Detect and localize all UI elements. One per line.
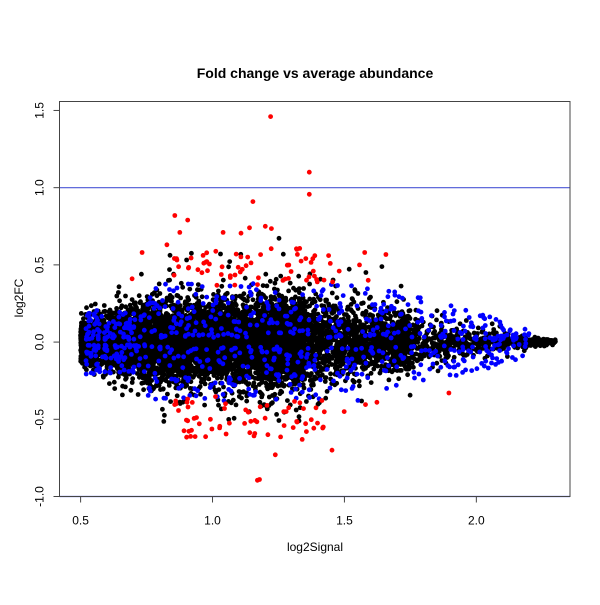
black-point-4442: [151, 290, 157, 296]
black-point-2327: [116, 284, 122, 290]
black-point-3009: [160, 406, 165, 412]
black-point-915: [161, 419, 167, 424]
black-point-3815: [258, 391, 264, 396]
black-point-3660: [118, 305, 124, 311]
black-point-4848: [432, 329, 438, 334]
black-point-4568: [191, 374, 197, 379]
black-point-3283: [251, 380, 257, 386]
black-point-1789: [263, 271, 269, 277]
black-point-3814: [346, 266, 352, 272]
black-point-4330: [346, 318, 352, 324]
black-point-4639: [196, 373, 202, 379]
black-point-2566: [375, 363, 380, 369]
black-point-4549: [352, 288, 358, 294]
black-point-3255: [275, 383, 281, 389]
black-point-4619: [464, 352, 470, 357]
black-point-1747: [136, 293, 142, 299]
black-point-3569: [81, 316, 86, 322]
black-point-446: [92, 301, 98, 307]
black-point-4552: [189, 250, 194, 256]
black-point-4737: [106, 309, 112, 314]
black-point-708: [276, 235, 282, 241]
black-point-4020: [280, 251, 286, 257]
black-point-4642: [446, 333, 451, 338]
y-axis-label: log2FC: [12, 278, 26, 317]
black-point-4057: [78, 311, 84, 316]
black-point-129: [107, 381, 112, 386]
black-point-3298: [385, 351, 391, 357]
black-point-335: [260, 283, 266, 288]
black-point-4709: [112, 386, 118, 391]
black-point-4722: [528, 343, 534, 348]
black-point-4324: [253, 384, 258, 390]
black-point-4578: [430, 342, 436, 347]
black-point-1680: [267, 278, 273, 284]
black-point-4833: [489, 321, 495, 327]
black-point-4134: [187, 286, 193, 292]
black-point-360: [220, 277, 226, 283]
black-point-2789: [219, 283, 225, 289]
black-point-2380: [230, 397, 236, 403]
black-point-3725: [434, 308, 440, 314]
black-point-4394: [116, 290, 121, 295]
points-layer: [78, 114, 558, 483]
black-point-2106: [394, 299, 400, 305]
black-point-2609: [216, 288, 221, 294]
black-point-3788: [322, 379, 328, 384]
black-point-918: [244, 398, 250, 404]
black-point-4439: [366, 324, 372, 330]
black-point-4828: [156, 281, 162, 287]
x-axis-label: log2Signal: [287, 540, 343, 554]
black-point-4214: [195, 282, 201, 287]
black-point-4941: [202, 381, 208, 387]
black-point-2478: [363, 270, 369, 275]
black-point-2718: [162, 412, 167, 418]
black-point-3862: [274, 412, 279, 417]
black-point-4812: [182, 299, 188, 305]
black-point-2408: [180, 399, 186, 405]
black-point-4686: [322, 313, 328, 319]
black-point-2505: [434, 360, 440, 366]
black-point-2037: [198, 379, 204, 385]
black-point-3836: [352, 322, 358, 328]
black-point-2960: [216, 402, 221, 408]
black-point-3131: [371, 366, 377, 372]
black-point-4280: [279, 389, 285, 395]
black-point-636: [226, 264, 232, 270]
black-point-3480: [405, 372, 410, 378]
black-point-778: [168, 399, 174, 404]
black-point-441: [463, 318, 469, 323]
black-point-2365: [102, 308, 108, 314]
black-point-3492: [180, 284, 186, 290]
black-point-1259: [379, 264, 385, 269]
chart-title: Fold change vs average abundance: [197, 65, 434, 81]
black-point-4626: [229, 300, 235, 306]
black-point-652: [296, 286, 302, 291]
black-point-1751: [166, 383, 172, 388]
black-point-4683: [178, 280, 184, 286]
black-point-164: [368, 370, 374, 376]
black-point-3039: [300, 382, 306, 387]
black-point-3932: [326, 314, 332, 320]
black-point-1528: [293, 407, 299, 413]
black-point-1940: [221, 384, 226, 390]
black-point-1170: [291, 285, 296, 291]
black-point-2990: [239, 395, 244, 401]
black-point-2576: [272, 280, 278, 286]
black-point-2795: [329, 290, 335, 296]
black-point-4916: [328, 371, 333, 377]
black-point-1505: [257, 399, 263, 405]
black-point-4420: [307, 281, 312, 287]
black-point-2230: [285, 398, 290, 403]
black-point-2777: [129, 297, 135, 302]
black-point-63: [301, 286, 306, 291]
black-point-4851: [167, 267, 172, 272]
black-point-4320: [434, 317, 439, 323]
black-point-4902: [359, 398, 364, 404]
black-point-852: [368, 380, 374, 385]
black-point-2957: [435, 368, 441, 374]
black-point-2000: [323, 395, 329, 401]
